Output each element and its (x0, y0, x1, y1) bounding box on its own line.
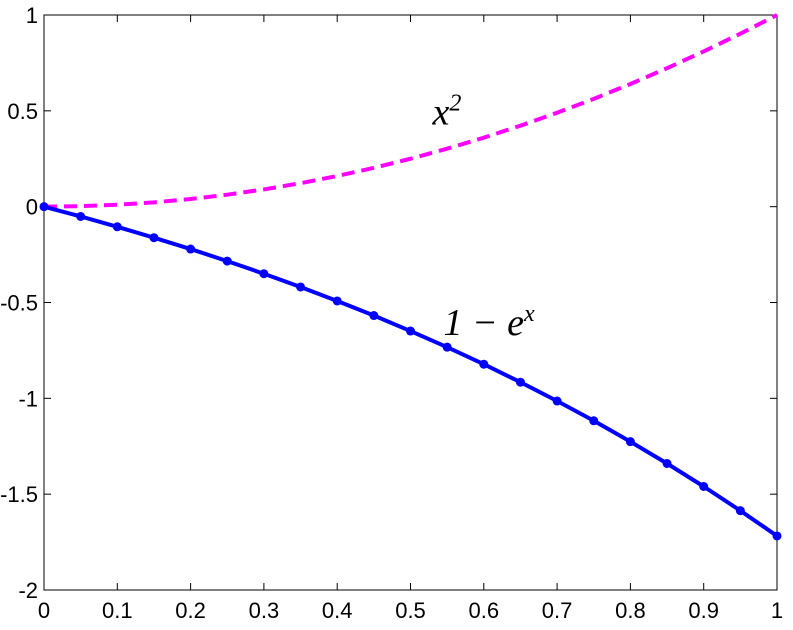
data-point (296, 282, 306, 292)
x-tick-label: 0.7 (542, 598, 573, 623)
data-point (186, 244, 196, 254)
data-point (699, 482, 709, 491)
x-tick-label: 0 (38, 598, 50, 623)
x-tick-label: 0.8 (615, 598, 646, 623)
curve-annotation: 1 − ex (443, 301, 535, 344)
x-tick-label: 1 (771, 598, 783, 623)
y-tick-label: -2 (18, 578, 38, 603)
data-point (479, 359, 489, 369)
x-tick-label: 0.4 (322, 598, 353, 623)
data-point (76, 211, 86, 221)
data-point (625, 437, 635, 447)
y-tick-label: -1.5 (0, 482, 38, 507)
data-point (772, 531, 782, 541)
data-point (552, 396, 562, 406)
curve-annotation: x2 (431, 90, 461, 133)
data-series (39, 13, 782, 541)
data-point (39, 202, 49, 212)
series-line-0 (43, 13, 778, 209)
y-tick-label: -0.5 (0, 291, 38, 316)
x-tick-label: 0.5 (395, 598, 426, 623)
data-point (369, 311, 379, 321)
data-point (406, 326, 415, 336)
x-tick-label: 0.6 (469, 598, 500, 623)
data-point (259, 269, 269, 279)
data-point (112, 222, 122, 232)
axis-ticks (43, 14, 778, 591)
data-point (662, 459, 672, 468)
data-point (589, 416, 599, 426)
axis-tick-labels: 0 0.1 0.2 0.3 0.4 0.5 0.6 0.7 0.8 0.9 1 1 0.5 0 -0.5 -1… (0, 3, 783, 623)
data-point (735, 506, 745, 516)
x-tick-label: 0.3 (249, 598, 280, 623)
curve-annotations: x2 1 − ex (431, 90, 535, 344)
data-point (515, 377, 525, 387)
plot-area (43, 14, 778, 591)
x-tick-label: 0.9 (688, 598, 719, 623)
data-point (222, 256, 232, 266)
data-point (442, 342, 452, 352)
y-tick-label: 1 (26, 3, 38, 28)
x-tick-label: 0.1 (102, 598, 133, 623)
data-point (149, 233, 159, 243)
y-tick-label: 0 (26, 195, 38, 220)
y-tick-label: 0.5 (7, 99, 38, 124)
data-point (332, 296, 342, 306)
x-tick-label: 0.2 (175, 598, 206, 623)
y-tick-label: -1 (18, 386, 38, 411)
